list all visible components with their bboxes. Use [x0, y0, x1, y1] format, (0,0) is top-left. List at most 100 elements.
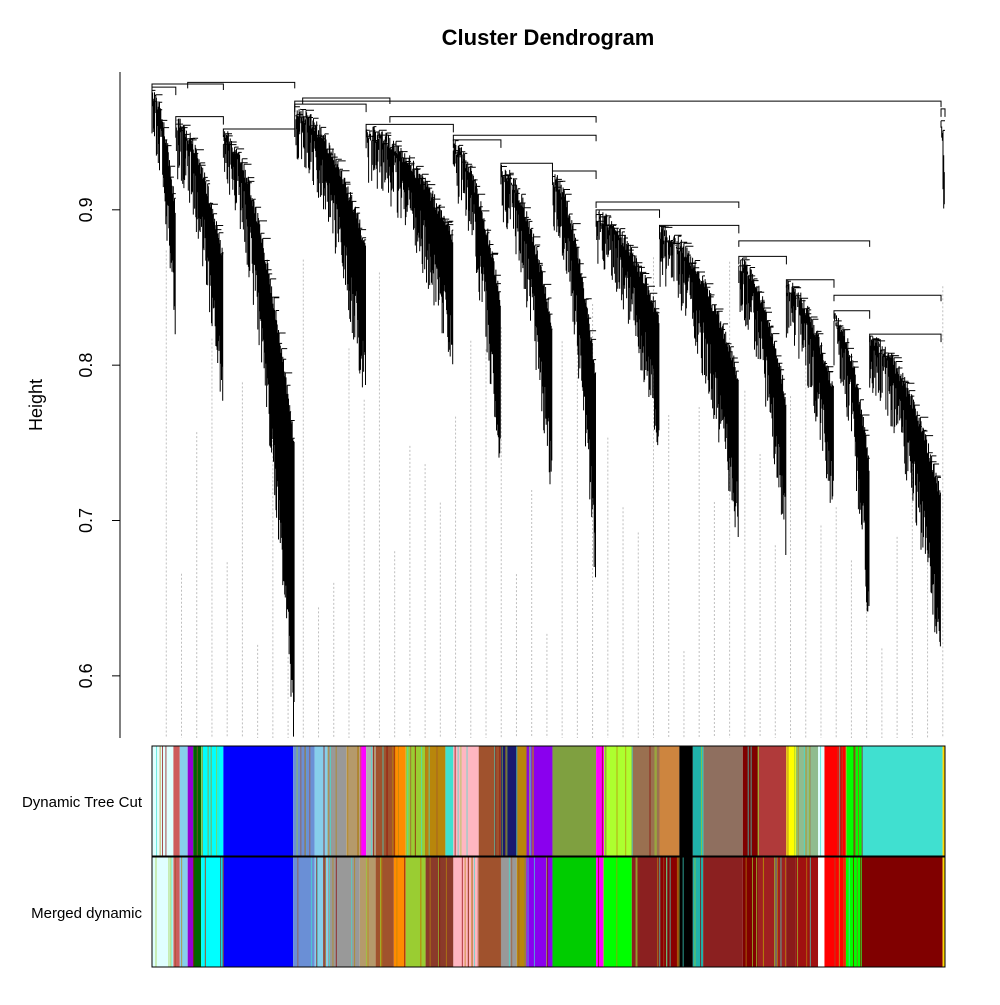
module-color-stripe — [210, 746, 212, 856]
module-color-stripe — [635, 857, 637, 967]
module-color-stripe — [358, 746, 360, 856]
dendrogram-cluster — [738, 255, 787, 555]
module-color-stripe — [854, 746, 856, 856]
module-color-segment — [393, 746, 406, 856]
dendrogram-merge-link — [389, 116, 597, 123]
color-row-border — [151, 856, 946, 968]
module-color-stripe — [636, 857, 638, 967]
module-color-segment — [659, 857, 680, 967]
module-color-stripe — [751, 857, 753, 967]
module-color-segment — [795, 746, 819, 856]
module-color-segment — [201, 746, 224, 856]
dendrogram-cluster — [365, 123, 454, 365]
module-color-stripe — [531, 746, 533, 856]
module-color-stripe — [457, 746, 459, 856]
dendrogram-cluster-link — [659, 224, 740, 234]
dendrogram-merge-link — [738, 240, 871, 247]
module-color-stripe — [631, 746, 633, 856]
module-color-stripe — [616, 857, 618, 967]
module-color-segment — [942, 857, 945, 967]
module-color-stripe — [757, 746, 759, 856]
module-color-segment — [328, 746, 347, 856]
module-color-stripe — [533, 857, 535, 967]
dendrogram-merge-link — [294, 100, 942, 108]
module-color-stripe — [324, 857, 326, 967]
module-color-stripe — [858, 746, 860, 856]
module-color-segment — [293, 746, 315, 856]
module-color-stripe — [439, 857, 441, 967]
module-color-stripe — [797, 746, 799, 856]
module-color-stripe — [853, 746, 855, 856]
color-row-labels: Dynamic Tree Cut Merged dynamic — [22, 794, 143, 922]
module-color-stripe — [464, 857, 466, 967]
module-color-stripe — [347, 746, 349, 856]
dendrogram-cluster-link — [785, 279, 835, 288]
module-color-stripe — [763, 857, 765, 967]
module-color-segment — [786, 746, 796, 856]
module-color-segment — [659, 746, 680, 856]
module-color-segment — [703, 746, 743, 856]
y-tick-label: 0.9 — [76, 197, 96, 222]
module-color-stripe — [404, 857, 406, 967]
module-color-stripe — [327, 746, 329, 856]
module-color-stripe — [856, 857, 858, 967]
module-color-stripe — [784, 857, 786, 967]
module-color-segment — [314, 746, 329, 856]
module-color-stripe — [625, 746, 627, 856]
module-color-stripe — [518, 857, 520, 967]
module-color-stripe — [200, 746, 202, 856]
module-color-stripe — [808, 746, 810, 856]
module-color-stripe — [323, 857, 325, 967]
module-color-segment — [552, 857, 597, 967]
module-color-stripe — [165, 746, 167, 856]
module-color-stripe — [754, 857, 756, 967]
module-color-stripe — [500, 857, 502, 967]
dendrogram-cluster-link — [222, 128, 296, 138]
module-color-stripe — [616, 746, 618, 856]
module-color-stripe — [467, 857, 469, 967]
dendrogram-cluster — [940, 108, 946, 209]
y-tick-label: 0.8 — [76, 353, 96, 378]
module-color-stripe — [420, 857, 422, 967]
module-color-stripe — [601, 746, 603, 856]
module-color-stripe — [181, 857, 183, 967]
module-color-stripe — [201, 746, 203, 856]
module-color-segment — [187, 857, 194, 967]
module-color-stripe — [649, 746, 651, 856]
module-color-stripe — [335, 857, 337, 967]
module-color-stripe — [840, 746, 842, 856]
module-color-stripe — [386, 746, 388, 856]
dendrogram-cluster — [500, 162, 553, 485]
module-color-segment — [942, 746, 945, 856]
module-color-segment — [453, 746, 479, 856]
module-color-rows — [151, 745, 946, 968]
dendrogram-merge-link — [187, 81, 296, 89]
module-color-stripe — [524, 857, 526, 967]
dendrogram-cluster — [452, 139, 502, 458]
dendrogram-cluster — [222, 128, 296, 737]
module-color-stripe — [174, 857, 176, 967]
module-color-segment — [679, 857, 693, 967]
module-color-stripe — [330, 746, 332, 856]
module-color-stripe — [659, 857, 661, 967]
module-color-stripe — [381, 857, 383, 967]
module-color-stripe — [335, 746, 337, 856]
module-color-stripe — [357, 746, 359, 856]
module-color-stripe — [604, 746, 606, 856]
module-color-stripe — [669, 857, 671, 967]
module-color-stripe — [216, 746, 218, 856]
leaf-guide-lines — [165, 250, 944, 738]
module-color-stripe — [526, 746, 528, 856]
module-color-stripe — [501, 746, 503, 856]
module-color-segment — [187, 746, 194, 856]
dendrogram-merge-link — [595, 201, 740, 209]
module-color-stripe — [429, 857, 431, 967]
module-color-stripe — [222, 857, 224, 967]
dendrogram-branches — [738, 257, 787, 555]
module-color-stripe — [360, 746, 362, 856]
y-axis: 0.6 0.7 0.8 0.9 — [76, 72, 121, 738]
module-color-stripe — [843, 857, 845, 967]
module-color-stripe — [682, 857, 684, 967]
dendrogram-merge-link — [833, 294, 942, 302]
